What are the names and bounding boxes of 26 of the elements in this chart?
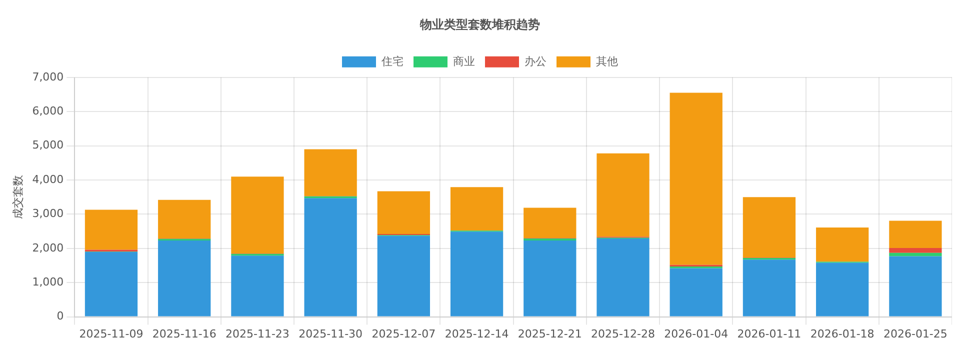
y-tick-label: 0 bbox=[56, 310, 64, 323]
x-tick-label: 2026-01-04 bbox=[664, 327, 728, 340]
x-tick-label: 2026-01-18 bbox=[810, 327, 874, 340]
chart-title: 物业类型套数堆积趋势 bbox=[419, 17, 540, 32]
x-tick-label: 2025-11-16 bbox=[152, 327, 216, 340]
y-tick-label: 1,000 bbox=[32, 275, 64, 288]
x-tick-label: 2025-12-28 bbox=[591, 327, 655, 340]
y-tick-label: 4,000 bbox=[32, 172, 64, 186]
x-tick-label: 2025-12-07 bbox=[372, 327, 436, 340]
x-tick-label: 2025-11-30 bbox=[298, 327, 363, 340]
legend-label: 办公 bbox=[524, 54, 546, 68]
y-tick-label: 2,000 bbox=[32, 241, 64, 254]
y-axis-title: 成交套数 bbox=[11, 175, 24, 220]
x-tick-label: 2026-01-25 bbox=[883, 327, 948, 340]
y-tick-label: 7,000 bbox=[32, 70, 64, 84]
legend-label: 商业 bbox=[453, 54, 475, 68]
x-tick-label: 2025-11-23 bbox=[225, 327, 290, 340]
x-tick-label: 2025-12-21 bbox=[518, 327, 582, 340]
legend-label: 其他 bbox=[596, 54, 618, 68]
y-tick-label: 3,000 bbox=[32, 207, 64, 220]
y-tick-label: 5,000 bbox=[32, 138, 64, 152]
x-tick-label: 2025-12-14 bbox=[444, 327, 509, 340]
legend-label: 住宅 bbox=[382, 54, 404, 68]
x-tick-label: 2025-11-09 bbox=[79, 327, 144, 340]
y-tick-label: 6,000 bbox=[32, 104, 64, 118]
x-tick-label: 2026-01-11 bbox=[737, 327, 802, 340]
